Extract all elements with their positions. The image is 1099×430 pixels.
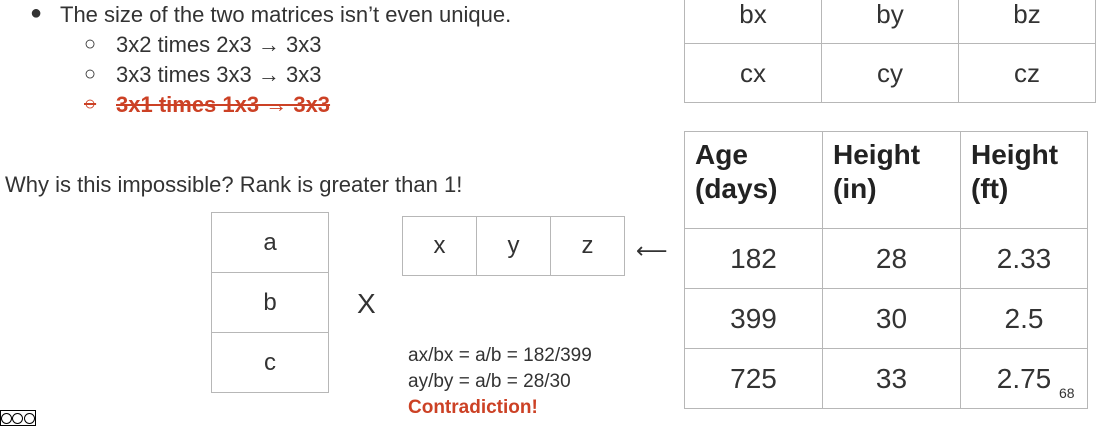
cc-sa-icon: [23, 412, 35, 424]
table-cell: b: [211, 272, 329, 333]
table-cell: by: [821, 0, 959, 44]
table-header-cell: Height (in): [822, 131, 961, 229]
table-row: x y z: [402, 216, 625, 276]
table-header-cell: Height (ft): [960, 131, 1088, 229]
table-cell: 2.5: [960, 288, 1088, 349]
table-header-cell: Age (days): [684, 131, 823, 229]
table-cell: c: [211, 332, 329, 393]
table-cell: a: [211, 212, 329, 273]
why-impossible-text: Why is this impossible? Rank is greater …: [5, 172, 463, 197]
table-header-row: Age (days) Height (in) Height (ft): [684, 131, 1088, 229]
table-row: a: [211, 212, 329, 273]
table-cell: 2.33: [960, 228, 1088, 289]
contradiction-text: Contradiction!: [408, 397, 538, 418]
equation-2: ay/by = a/b = 28/30: [408, 371, 571, 392]
bullet-marker: ●: [30, 2, 43, 24]
left-arrow-icon: ⟵: [636, 238, 668, 263]
table-cell: cx: [684, 43, 822, 103]
age-height-table: Age (days) Height (in) Height (ft) 182 2…: [684, 131, 1088, 409]
table-row: c: [211, 332, 329, 393]
sub-bullet-3-struck: 3x1 times 1x3 → 3x3: [116, 92, 331, 117]
table-cell: 2.75: [960, 348, 1088, 409]
cc-license-icon: [0, 410, 36, 426]
table-cell: 28: [822, 228, 961, 289]
cc-nc-icon: [12, 412, 24, 424]
cc-by-icon: [1, 412, 13, 424]
table-cell: y: [476, 216, 551, 276]
column-vector-table: a b c: [211, 212, 329, 393]
row-vector-table: x y z: [402, 216, 625, 276]
table-cell: 725: [684, 348, 823, 409]
header-height-in: Height (in): [833, 139, 921, 204]
equation-1: ax/bx = a/b = 182/399: [408, 345, 592, 366]
table-row: 182 28 2.33: [684, 228, 1088, 289]
sub-bullet-marker-struck: ○: [84, 93, 97, 115]
sub-bullet-2: 3x3 times 3x3 → 3x3: [116, 62, 322, 87]
table-cell: x: [402, 216, 477, 276]
table-row: b: [211, 272, 329, 333]
table-row: cx cy cz: [684, 43, 1096, 103]
page-number: 68: [1059, 385, 1075, 401]
table-cell: bz: [958, 0, 1096, 44]
table-cell: z: [550, 216, 625, 276]
table-cell: 33: [822, 348, 961, 409]
times-symbol: X: [357, 288, 376, 319]
sub-bullet-1: 3x2 times 2x3 → 3x3: [116, 32, 322, 57]
table-row: 725 33 2.75: [684, 348, 1088, 409]
table-row: 399 30 2.5: [684, 288, 1088, 349]
header-height-ft: Height (ft): [971, 139, 1059, 204]
table-cell: cy: [821, 43, 959, 103]
table-cell: bx: [684, 0, 822, 44]
table-cell: 30: [822, 288, 961, 349]
table-row: bx by bz: [684, 0, 1096, 44]
sub-bullet-marker: ○: [84, 63, 97, 85]
table-cell: 399: [684, 288, 823, 349]
table-cell: cz: [958, 43, 1096, 103]
sub-bullet-marker: ○: [84, 33, 97, 55]
table-cell: 182: [684, 228, 823, 289]
top-matrix-table: bx by bz cx cy cz: [684, 0, 1096, 103]
header-age: Age (days): [695, 139, 778, 204]
bullet-main: The size of the two matrices isn’t even …: [60, 2, 512, 27]
